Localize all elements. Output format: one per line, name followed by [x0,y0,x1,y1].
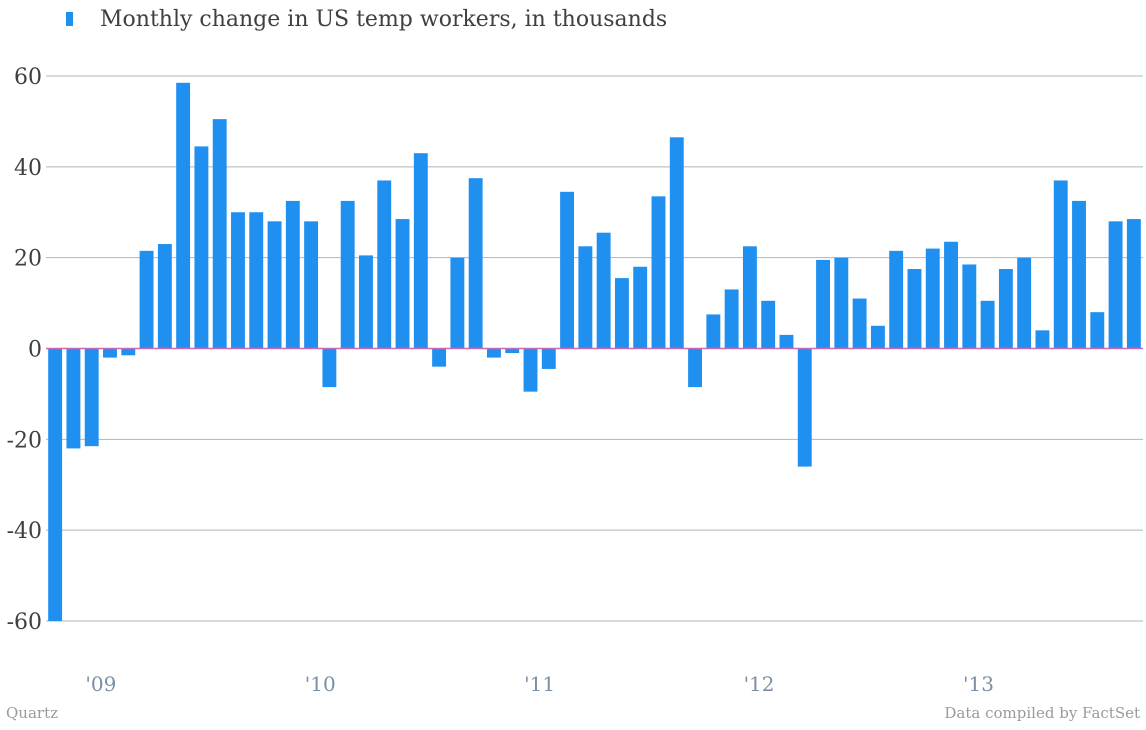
legend-swatch [66,12,73,26]
bar [541,348,556,369]
bar [724,289,739,349]
bar [267,221,282,349]
y-tick-label: 20 [14,247,42,272]
bar [48,348,63,621]
x-tick-label: '09 [85,672,116,696]
bar [322,348,337,388]
x-axis-tick-labels: '09 '10 '11 '12 '13 [85,672,994,696]
source-credit-right: Data compiled by FactSet [944,704,1140,722]
bar [468,178,483,349]
bar [249,212,264,349]
bar [944,241,958,349]
bar [304,221,319,349]
bar [779,334,794,349]
bar [1053,180,1068,349]
bar [66,348,81,449]
bar [688,348,703,388]
bar [194,146,209,349]
bar [925,248,940,349]
bar [669,137,684,349]
bar [614,278,629,349]
y-tick-label: 60 [14,65,42,90]
bar [834,257,849,349]
y-tick-label: 0 [28,338,42,363]
legend-label: Monthly change in US temp workers, in th… [100,6,668,32]
bar [980,300,995,349]
bar [157,244,172,349]
bar [1126,219,1141,349]
bar [231,212,245,349]
bar [797,348,812,467]
bar [340,200,355,349]
y-axis-tick-labels: 60 40 20 0 -20 -40 -60 [7,65,42,635]
bar [1035,330,1050,349]
bar [486,348,501,358]
bar [761,300,776,349]
bar [596,232,611,349]
bar [907,269,922,349]
bar [103,348,117,358]
y-tick-label: -20 [7,428,42,453]
bar [450,257,465,349]
bar [505,348,520,354]
bar [413,153,428,349]
source-credit-left: Quartz [6,704,59,722]
bars [48,82,1141,621]
bar [395,219,410,349]
bar [742,246,757,349]
bar [1072,200,1086,349]
y-tick-label: 40 [14,156,42,181]
y-tick-label: -40 [7,519,42,544]
bar [176,82,191,349]
bar [852,298,867,349]
bar [870,325,885,349]
bar [121,348,136,356]
bar [1017,257,1032,349]
bar [212,119,227,349]
bar [359,255,373,349]
bar [377,180,392,349]
x-tick-label: '13 [963,672,994,696]
bar [285,200,300,349]
bar [578,246,593,349]
bar [432,348,447,367]
bar [633,266,648,349]
bar [706,314,721,349]
bar [816,259,830,349]
bar [962,264,977,349]
bar [998,269,1013,349]
bar [84,348,99,447]
bar [523,348,538,392]
x-tick-label: '12 [744,672,775,696]
bar [139,250,154,349]
y-tick-label: -60 [7,610,42,635]
x-tick-label: '10 [305,672,336,696]
legend: Monthly change in US temp workers, in th… [66,4,667,34]
gridlines [46,75,1143,622]
bar [1108,221,1123,349]
bar [889,250,904,349]
bar [560,191,575,349]
x-tick-label: '11 [524,672,555,696]
bar [1090,312,1105,349]
bar [651,196,666,349]
